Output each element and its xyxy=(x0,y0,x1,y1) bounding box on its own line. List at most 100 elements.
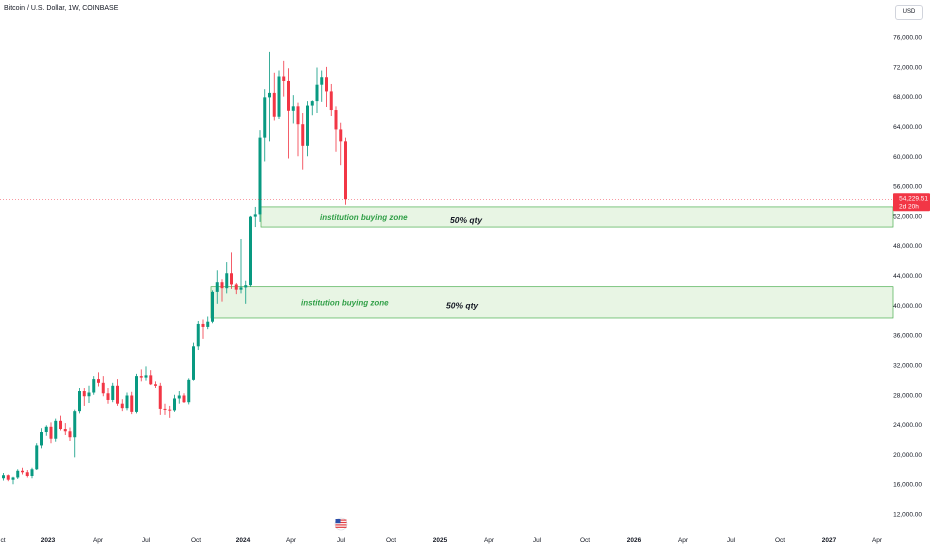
time-axis-label: Oct xyxy=(191,537,201,544)
price-tick-label: 36,000.00 xyxy=(893,333,922,340)
time-axis-label: Oct xyxy=(775,537,785,544)
time-axis-label: 2023 xyxy=(41,537,56,544)
candle xyxy=(220,279,224,302)
candle xyxy=(177,391,181,404)
candle xyxy=(54,418,58,442)
candle xyxy=(187,378,191,405)
price-tick-label: 68,000.00 xyxy=(893,94,922,101)
candle xyxy=(182,393,186,403)
price-tick-label: 24,000.00 xyxy=(893,422,922,429)
candle xyxy=(325,66,328,108)
candle xyxy=(111,382,115,403)
candle xyxy=(263,89,267,162)
price-tick-label: 52,000.00 xyxy=(893,213,922,220)
qty-label: 50% qty xyxy=(450,215,483,225)
candle xyxy=(306,101,309,157)
candle xyxy=(234,282,238,295)
time-axis-label: Apr xyxy=(93,537,104,544)
candle xyxy=(149,370,153,386)
price-tick-label: 12,000.00 xyxy=(893,512,922,519)
price-tick-label: 64,000.00 xyxy=(893,124,922,131)
symbol-title[interactable]: Bitcoin / U.S. Dollar, 1W, COINBASE xyxy=(4,5,119,12)
candle xyxy=(101,376,105,397)
candle xyxy=(268,51,271,142)
candle xyxy=(135,373,138,414)
candle xyxy=(130,391,134,415)
candle xyxy=(92,376,96,395)
time-axis-label: 2026 xyxy=(627,537,642,544)
price-tick-label: 60,000.00 xyxy=(893,154,922,161)
candle xyxy=(68,427,72,441)
last-price-label: 54,229.51 xyxy=(899,195,928,202)
candle xyxy=(296,102,300,157)
candle xyxy=(11,476,15,485)
candle xyxy=(82,388,86,406)
candle xyxy=(301,113,305,170)
price-tick-label: 72,000.00 xyxy=(893,64,922,71)
candle xyxy=(59,415,62,431)
candle xyxy=(63,423,67,435)
candle xyxy=(139,369,143,382)
time-axis-label: Oct xyxy=(386,537,396,544)
currency-button[interactable]: USD xyxy=(895,5,923,20)
candle xyxy=(320,70,324,102)
time-axis-label: Jul xyxy=(142,537,151,544)
buying-zone-rect[interactable] xyxy=(210,286,894,319)
candle xyxy=(282,60,286,97)
candle xyxy=(6,474,10,482)
candle xyxy=(258,130,262,222)
candle xyxy=(40,428,43,449)
time-axis-label: 2027 xyxy=(822,537,837,544)
candle xyxy=(125,392,129,411)
candle xyxy=(168,405,172,418)
candle xyxy=(291,95,295,124)
price-tick-label: 48,000.00 xyxy=(893,243,922,250)
qty-label: 50% qty xyxy=(446,300,479,310)
price-tick-label: 44,000.00 xyxy=(893,273,922,280)
candle xyxy=(78,388,81,414)
price-tick-label: 56,000.00 xyxy=(893,184,922,191)
price-tick-label: 20,000.00 xyxy=(893,452,922,459)
candle xyxy=(116,379,119,406)
candle xyxy=(120,399,124,412)
candle xyxy=(196,320,200,351)
candle xyxy=(206,316,210,330)
candle xyxy=(49,422,53,444)
time-axis-label: Apr xyxy=(872,537,883,544)
time-axis-label: 2025 xyxy=(433,537,448,544)
buying-zone-label: institution buying zone xyxy=(320,213,408,222)
candle xyxy=(287,68,290,159)
economic-event-flag-icon[interactable] xyxy=(334,517,348,531)
candle xyxy=(44,425,48,436)
candle xyxy=(334,106,338,152)
candle xyxy=(230,252,233,289)
price-tick-label: 76,000.00 xyxy=(893,35,922,42)
last-price-badge xyxy=(893,193,930,212)
candle xyxy=(201,319,205,339)
buying-zone-label: institution buying zone xyxy=(301,298,389,307)
candle xyxy=(239,238,243,294)
time-axis-label: Jul xyxy=(727,537,736,544)
candle xyxy=(144,366,148,381)
time-axis-label: Oct xyxy=(580,537,590,544)
candle xyxy=(211,290,214,324)
candle xyxy=(277,70,281,119)
price-tick-label: 40,000.00 xyxy=(893,303,922,310)
price-tick-label: 16,000.00 xyxy=(893,482,922,489)
candle xyxy=(310,100,314,116)
buying-zone-rect[interactable] xyxy=(260,206,894,228)
candle xyxy=(163,403,167,415)
candle xyxy=(339,122,343,166)
countdown-label: 2d 20h xyxy=(899,203,919,210)
candle xyxy=(192,342,195,381)
candle xyxy=(16,469,20,479)
candle xyxy=(25,470,29,478)
candle xyxy=(158,382,162,415)
candle xyxy=(87,385,91,403)
time-axis-label: 2024 xyxy=(236,537,251,544)
candle xyxy=(344,137,347,205)
candle xyxy=(73,409,77,458)
candle xyxy=(215,270,219,304)
time-axis-label: Apr xyxy=(484,537,495,544)
